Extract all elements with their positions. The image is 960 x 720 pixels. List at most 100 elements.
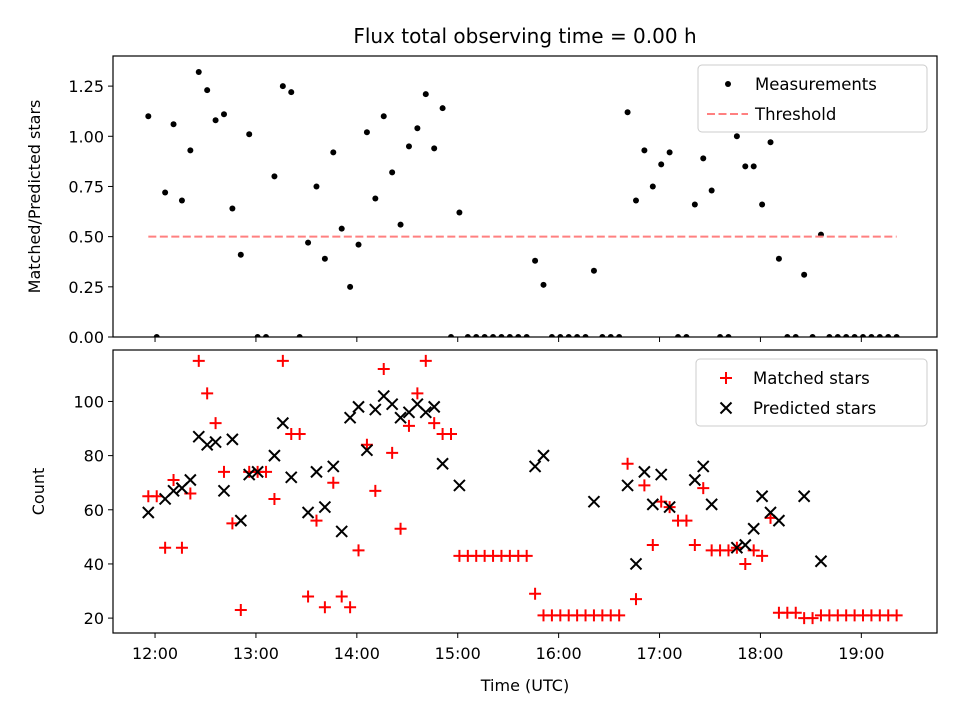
predicted-stars-point (268, 449, 281, 462)
matched-stars-point (402, 419, 415, 432)
matched-stars-point (352, 544, 365, 557)
matched-stars-point (697, 482, 710, 495)
matched-stars-point (680, 514, 693, 527)
predicted-stars-point (419, 406, 432, 419)
measurements-point (792, 334, 799, 337)
measurements-point (145, 113, 152, 120)
matched-stars-point (318, 601, 331, 614)
matched-stars-point (646, 538, 659, 551)
measurements-point (582, 334, 589, 337)
predicted-stars-point (755, 490, 769, 503)
measurements-point (490, 334, 497, 337)
measurements-point (363, 129, 370, 136)
x-tick-label: 18:00 (737, 644, 783, 663)
measurements-point (742, 163, 749, 170)
y-tick-label: 1.00 (68, 127, 104, 146)
measurements-point (254, 334, 261, 337)
matched-stars-point (217, 465, 230, 478)
measurements-point (178, 197, 185, 204)
matched-stars-point (613, 609, 626, 622)
legend-box (695, 358, 928, 427)
predicted-stars-point (385, 397, 399, 411)
matched-stars-point (638, 479, 651, 492)
measurements-point (187, 147, 194, 154)
matched-stars-point (629, 593, 642, 606)
measurements-point (330, 149, 337, 156)
measurements-point (574, 334, 581, 337)
predicted-stars-point (655, 468, 668, 481)
measurements-point (540, 281, 547, 288)
measurements-point (733, 133, 740, 140)
matched-stars-point (722, 544, 735, 557)
matched-stars-point (890, 609, 903, 622)
measurements-point (624, 109, 631, 116)
chart-title: Flux total observing time = 0.00 h (353, 24, 696, 48)
matched-stars-point (739, 557, 752, 570)
measurements-point (532, 257, 539, 264)
measurements-point (422, 91, 429, 98)
measurements-point (237, 251, 244, 258)
measurements-point (464, 334, 471, 337)
plot-frame (112, 55, 938, 338)
measurements-point (321, 255, 328, 262)
measurements-point (523, 334, 530, 337)
matched-stars-point (226, 517, 239, 530)
measurements-point (616, 334, 623, 337)
matched-stars-point (192, 354, 205, 367)
measurements-point (759, 201, 766, 208)
predicted-stars-point (343, 411, 357, 424)
measurements-point (590, 267, 597, 274)
measurements-point (220, 111, 227, 118)
measurements-point (456, 209, 463, 216)
measurements-point (397, 221, 404, 228)
measurements-point (784, 334, 791, 337)
measurements-point (775, 255, 782, 262)
y-tick-label: 0.75 (68, 177, 104, 196)
measurements-point (305, 239, 312, 246)
x-tick-label: 14:00 (334, 644, 380, 663)
y-axis-label: Matched/Predicted stars (25, 100, 44, 294)
legend-label-matched-stars: Matched stars (753, 369, 870, 388)
matched-stars-point (209, 417, 222, 430)
measurements-point (557, 334, 564, 337)
y-axis-label: Count (29, 468, 48, 516)
legend-label-predicted-stars: Predicted stars (753, 399, 876, 418)
measurements-point (725, 334, 732, 337)
predicted-stars-point (772, 514, 786, 527)
measurements-point (263, 334, 270, 337)
matched-stars-point (175, 541, 188, 554)
matched-stars-point (234, 603, 247, 616)
matched-stars-point (386, 446, 399, 459)
legend-marker-predicted-stars (719, 401, 733, 415)
predicted-stars-point (747, 522, 760, 535)
measurements-point (347, 283, 354, 290)
legend-marker-matched-stars (720, 372, 732, 384)
top-panel-flux-ratio: 0.00 0.25 0.50 0.75 1.00 1.25 Matched/Predicte… (25, 55, 938, 347)
predicted-stars-point (739, 538, 752, 552)
predicted-stars-point (217, 484, 231, 498)
measurements-point (271, 173, 278, 180)
measurements-point (607, 334, 614, 337)
measurements-point (717, 334, 724, 337)
measurements-point (691, 201, 698, 208)
y-tick-label: 100 (73, 392, 104, 411)
measurements-point (860, 334, 867, 337)
measurements-point (439, 105, 446, 112)
predicted-stars-point (209, 435, 222, 449)
measurements-point (405, 143, 412, 150)
measurements-point (229, 205, 236, 212)
measurements-point (506, 334, 513, 337)
x-tick-label: 16:00 (536, 644, 582, 663)
data-layer (142, 354, 903, 625)
measurements-point (288, 89, 295, 96)
matched-stars-point (360, 438, 373, 451)
predicted-stars-point (184, 473, 197, 487)
matched-stars-point (327, 476, 340, 489)
matched-stars-point (394, 522, 407, 535)
matched-stars-point (411, 387, 424, 400)
measurements-point (204, 87, 211, 94)
predicted-stars-point (234, 514, 248, 527)
predicted-stars-point (301, 506, 315, 519)
y-tick-label: 40 (84, 555, 104, 574)
measurements-point (448, 334, 455, 337)
